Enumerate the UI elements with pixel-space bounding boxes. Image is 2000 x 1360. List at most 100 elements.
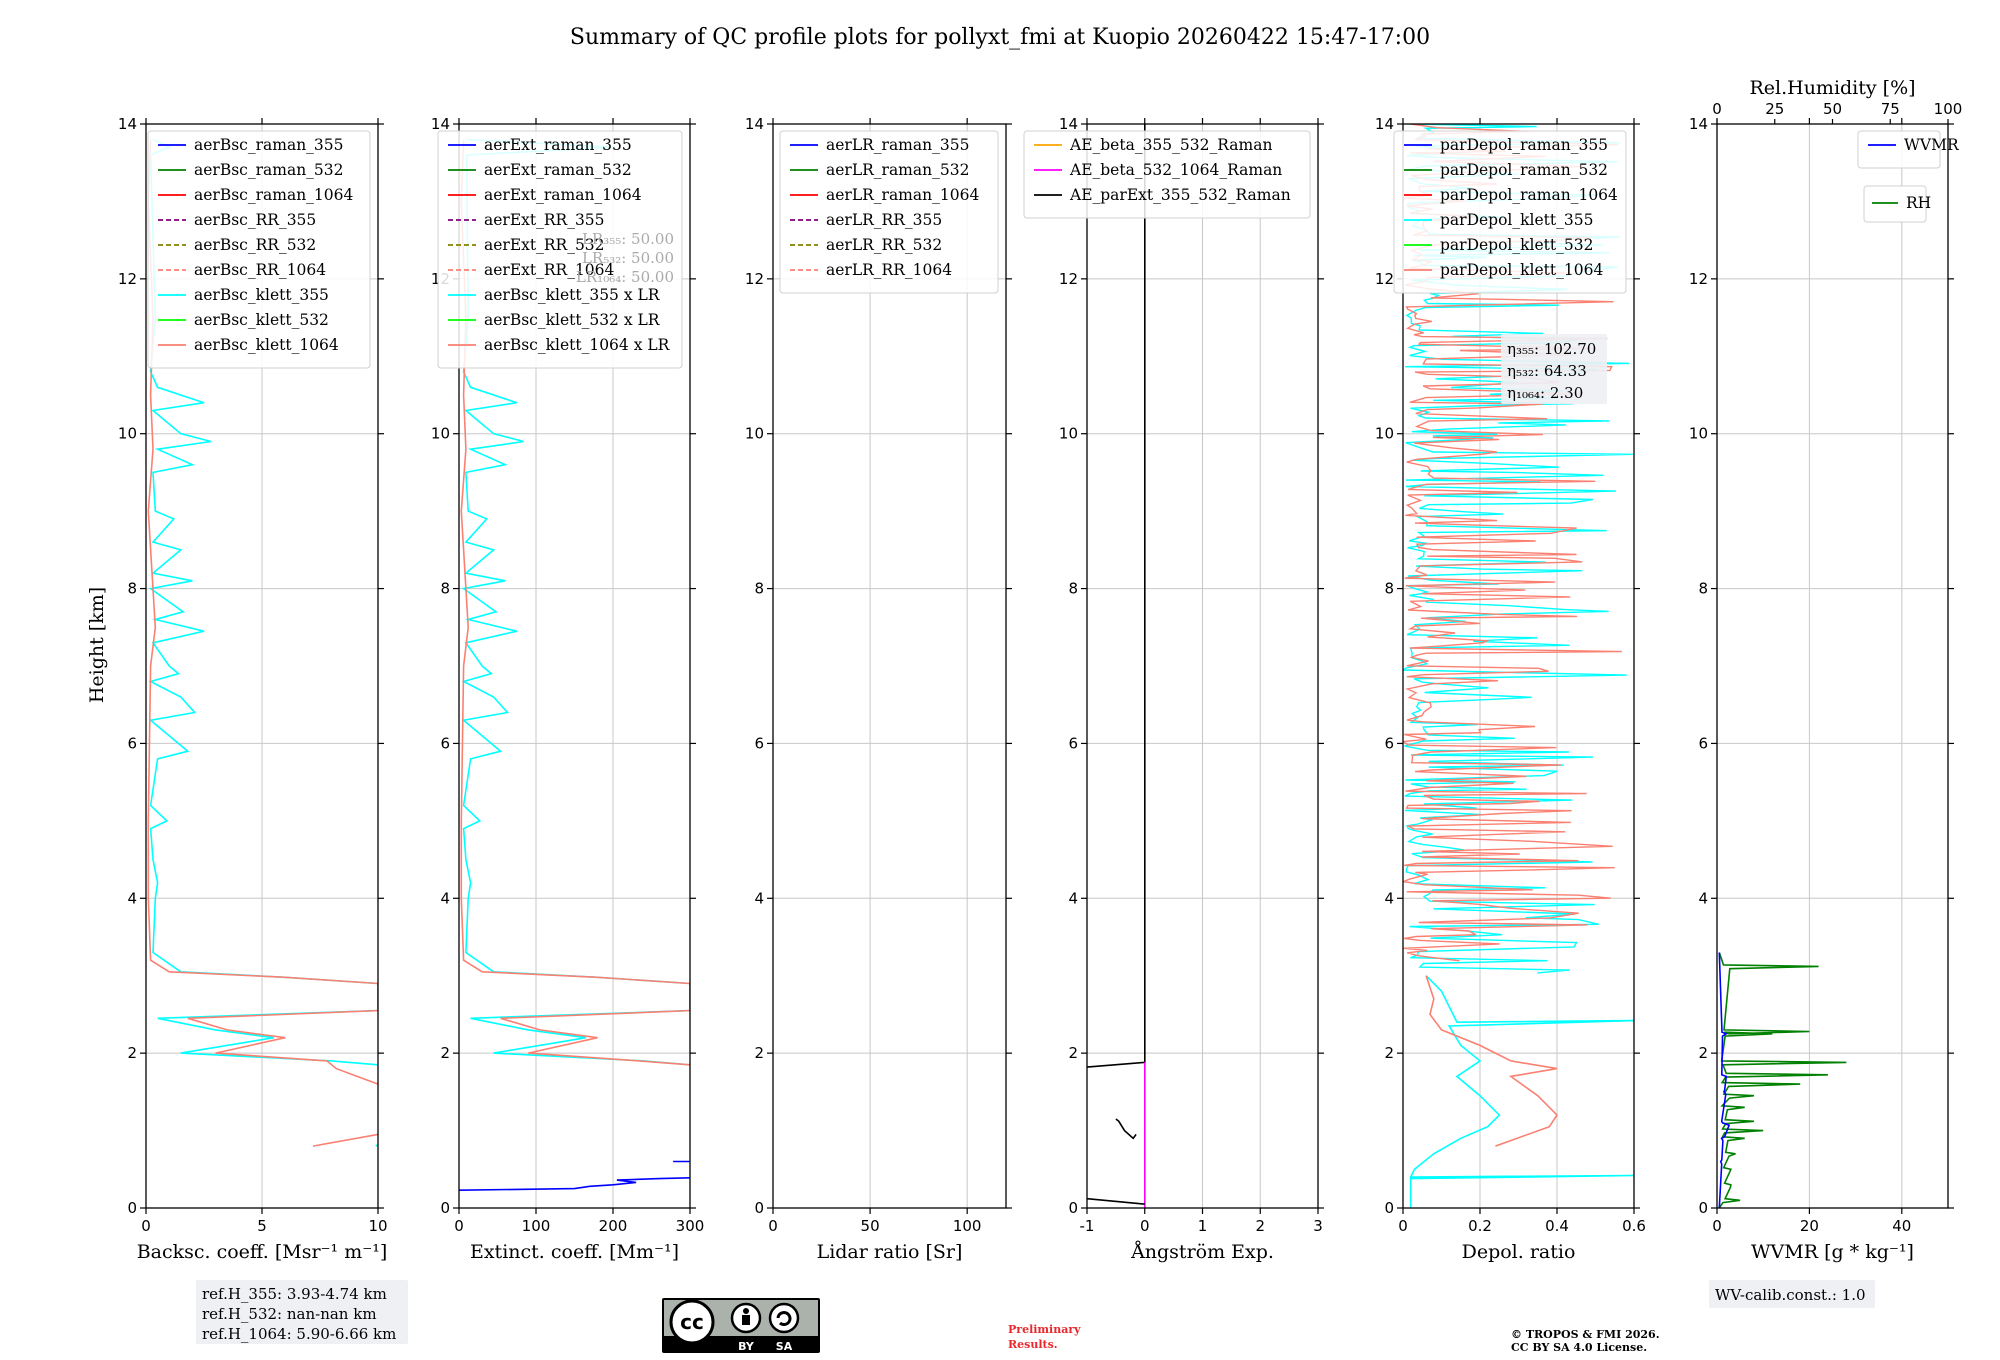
y-axis-label: Height [km] (86, 587, 108, 703)
copyright-line2: CC BY SA 4.0 License. (1511, 1341, 1647, 1354)
legend-entry: aerLR_RR_1064 (826, 261, 952, 279)
y-tick-label: 0 (1698, 1199, 1708, 1217)
axes-frame (1716, 123, 1949, 1209)
by-person-head (743, 1308, 749, 1314)
legend-entry: AE_beta_532_1064_Raman (1069, 161, 1282, 179)
legend-entry: aerLR_raman_355 (826, 136, 969, 154)
y-tick-label: 10 (431, 425, 450, 443)
legend-entry: aerExt_raman_532 (484, 161, 632, 179)
y-tick-label: 0 (127, 1199, 137, 1217)
legend-depol: parDepol_raman_355 parDepol_raman_532 parD… (1393, 130, 1627, 294)
plot-area-ext (459, 138, 690, 1191)
y-tick-label: 10 (1059, 425, 1078, 443)
lr-annotation: LR₅₃₂: 50.00 (582, 249, 674, 267)
y-tick-label: 12 (118, 270, 137, 288)
top-x-tick-label: 75 (1881, 100, 1900, 118)
y-tick-label: 14 (1059, 115, 1078, 133)
x-tick-label: 100 (522, 1217, 551, 1235)
x-tick-label: 20 (1800, 1217, 1819, 1235)
x-tick-label: 200 (599, 1217, 628, 1235)
legend-entry: aerBsc_klett_355 (194, 286, 329, 304)
x-tick-label: 5 (257, 1217, 267, 1235)
y-tick-label: 4 (1384, 889, 1394, 907)
y-tick-label: 10 (118, 425, 137, 443)
series-line-parDepol_klett_1064_low (1425, 975, 1559, 1147)
y-tick-label: 2 (127, 1044, 137, 1062)
legend-entry: aerExt_raman_1064 (484, 186, 642, 204)
y-tick-label: 10 (1375, 425, 1394, 443)
by-label: BY (738, 1340, 755, 1353)
legend-entry: aerExt_raman_355 (484, 136, 632, 154)
legend-lr: aerLR_raman_355 aerLR_raman_532 aerLR_rama… (779, 130, 999, 294)
y-tick-label: 2 (1698, 1044, 1708, 1062)
series-line-aerBsc_klett_1064 (147, 139, 378, 1085)
panel-bsc: 0 5 10 0 2 4 6 8 10 12 14 Backsc. coeff. [Msr⁻¹ m⁻¹… (118, 115, 388, 1263)
legend-entry: AE_beta_355_532_Raman (1069, 136, 1272, 154)
series-line-AE_parExt_355_532_Raman_b (1115, 1118, 1137, 1140)
y-tick-label: 8 (1698, 580, 1708, 598)
legend-entry: parDepol_raman_532 (1440, 161, 1608, 179)
legend-entry: aerExt_RR_532 (484, 236, 605, 254)
x-axis-label: Lidar ratio [Sr] (817, 1241, 963, 1263)
y-tick-label: 2 (440, 1044, 450, 1062)
y-tick-label: 14 (118, 115, 137, 133)
ref-h-355: ref.H_355: 3.93-4.74 km (202, 1285, 387, 1303)
series-line-AE_parExt_355_532_Raman_c (1087, 1197, 1145, 1205)
cc-logo-icon (669, 1299, 715, 1345)
y-tick-label: 12 (745, 270, 764, 288)
top-x-tick-label: 100 (1934, 100, 1963, 118)
legend-entry: aerBsc_klett_1064 x LR (484, 336, 671, 354)
y-tick-label: 12 (1375, 270, 1394, 288)
legend-entry: aerBsc_RR_355 (194, 211, 316, 229)
x-tick-label: 50 (861, 1217, 880, 1235)
legend-entry: aerLR_RR_532 (826, 236, 942, 254)
x-tick-label: 10 (368, 1217, 387, 1235)
x-tick-label: 300 (676, 1217, 705, 1235)
legend-ae: AE_beta_355_532_Raman AE_beta_532_1064_Ra… (1023, 130, 1311, 219)
y-tick-label: 14 (431, 115, 450, 133)
x-tick-label: 0 (768, 1217, 778, 1235)
preliminary-line1: Preliminary (1008, 1323, 1081, 1336)
ref-h-532: ref.H_532: nan-nan km (202, 1305, 377, 1323)
legend-entry: aerLR_raman_532 (826, 161, 969, 179)
legend-entry: aerBsc_raman_355 (194, 136, 344, 154)
legend-entry: parDepol_raman_355 (1440, 136, 1608, 154)
wv-calib-box (1709, 1280, 1875, 1308)
series-line-aerBsc_klett_1064_low (312, 1133, 378, 1147)
axes-frame (458, 123, 691, 1209)
sa-label: SA (776, 1340, 793, 1353)
y-tick-label: 0 (440, 1199, 450, 1217)
legend-entry: aerBsc_klett_355 x LR (484, 286, 661, 304)
legend2-entry: RH (1906, 194, 1931, 212)
x-axis-label: WVMR [g * kg⁻¹] (1751, 1241, 1914, 1263)
y-tick-label: 8 (440, 580, 450, 598)
y-tick-label: 8 (1068, 580, 1078, 598)
legend-entry: parDepol_klett_532 (1440, 236, 1593, 254)
axes-frame (1086, 123, 1319, 1209)
y-tick-label: 2 (754, 1044, 764, 1062)
legend-entry: parDepol_klett_355 (1440, 211, 1593, 229)
x-tick-label: -1 (1080, 1217, 1095, 1235)
axes-frame (1402, 123, 1635, 1209)
y-tick-label: 2 (1068, 1044, 1078, 1062)
y-tick-label: 6 (1698, 734, 1708, 752)
legend-bsc: aerBsc_raman_355 aerBsc_raman_532 aerBsc_r… (147, 130, 371, 369)
y-tick-label: 10 (1689, 425, 1708, 443)
y-tick-label: 6 (127, 734, 137, 752)
y-tick-label: 2 (1384, 1044, 1394, 1062)
legend-box (1023, 130, 1311, 219)
cc-license-badge: cc BY SA (662, 1298, 820, 1353)
x-axis-label: Depol. ratio (1462, 1241, 1576, 1263)
y-tick-label: 6 (1068, 734, 1078, 752)
legend-entry: aerBsc_RR_1064 (194, 261, 326, 279)
legend-entry: aerExt_RR_1064 (484, 261, 615, 279)
panel-ext: 010020030002468101214Extinct. coeff. [Mm… (431, 115, 704, 1263)
legend-entry: AE_parExt_355_532_Raman (1069, 186, 1291, 204)
y-tick-label: 6 (754, 734, 764, 752)
series-line-parDepol_klett_355_low (1409, 975, 1634, 1208)
lr-annotation: LR₁₀₆₄: 50.00 (576, 268, 674, 286)
y-tick-label: 14 (1375, 115, 1394, 133)
